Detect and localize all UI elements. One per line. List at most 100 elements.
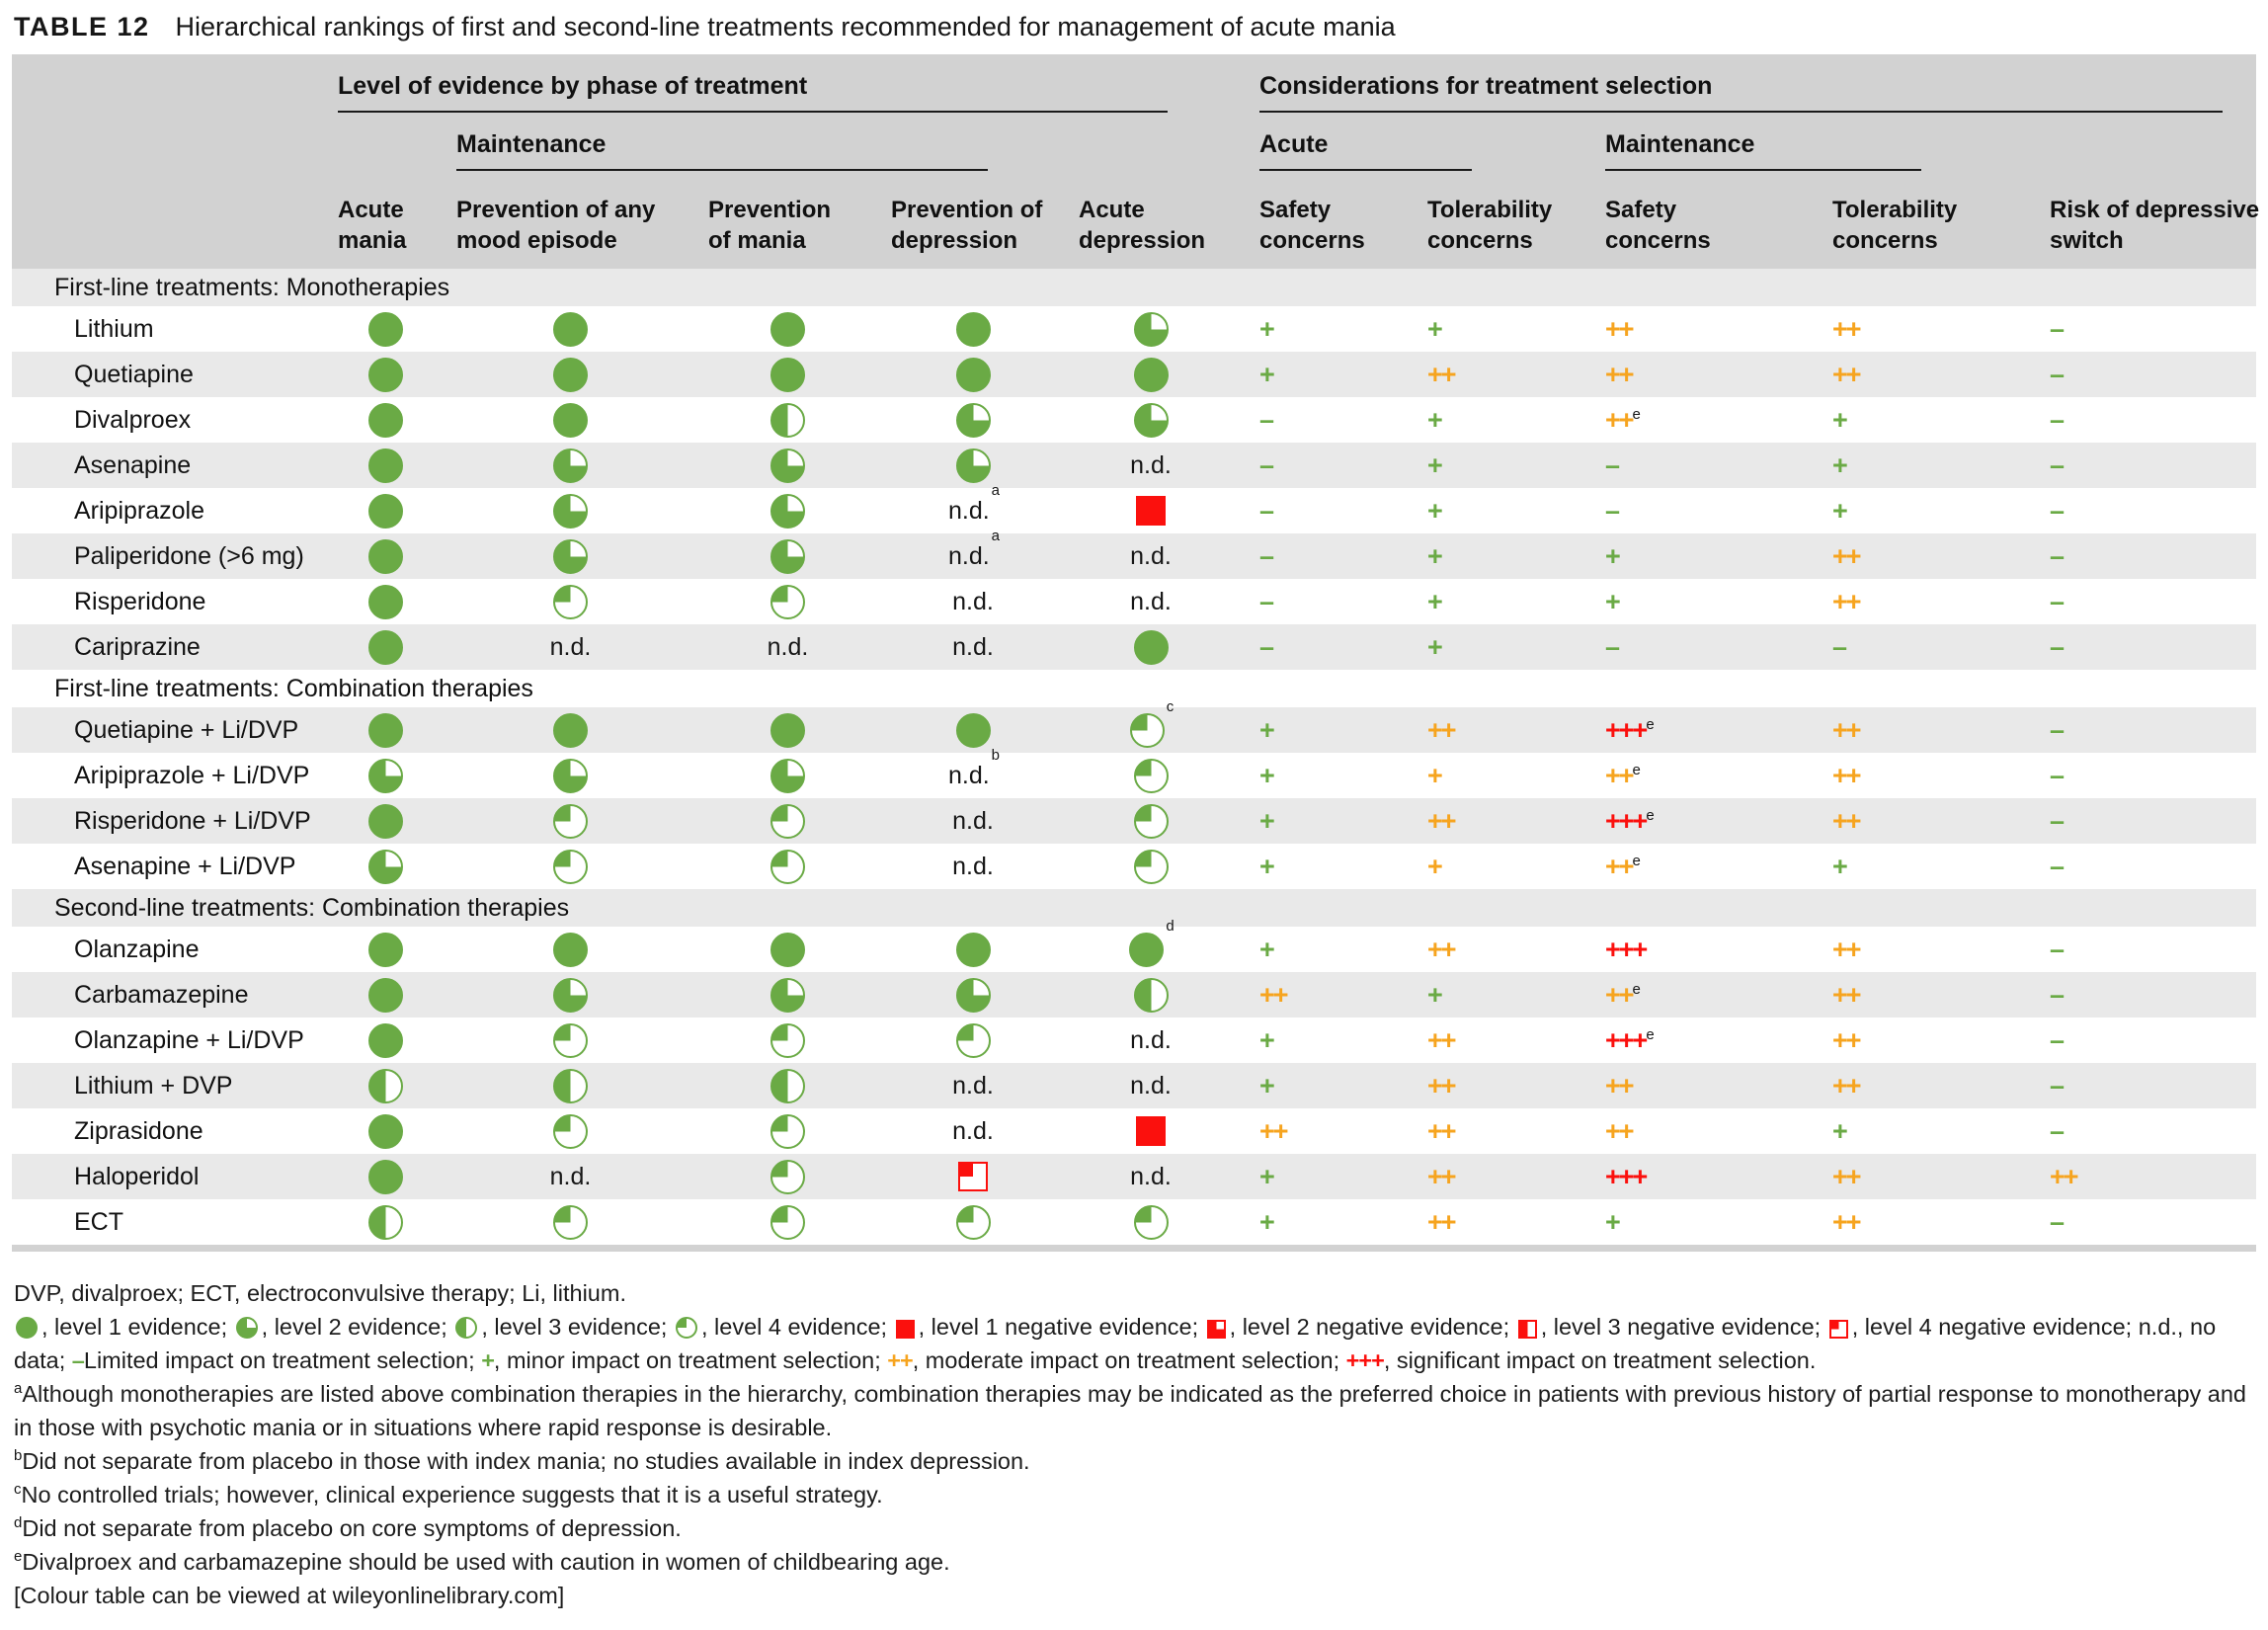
impact-cell: ++: [1808, 1162, 1862, 1192]
evidence-cell: [367, 932, 403, 967]
evidence-icon-level-4: [1133, 758, 1169, 793]
impact-cell: +++e: [1580, 715, 1655, 746]
impact-cell: ++: [1580, 1116, 1635, 1147]
evidence-cell: [770, 311, 805, 347]
no-data-label: n.d.: [1130, 541, 1172, 570]
impact-cell: –: [2025, 935, 2065, 965]
treatment-row: Carbamazepine ++ + ++e ++ –: [12, 972, 2256, 1018]
impact-cell: –: [1235, 405, 1274, 436]
impact-cell: –: [2025, 632, 2065, 663]
evidence-cell: [1133, 758, 1169, 793]
evidence-icon-level-2: [955, 402, 991, 438]
impact-cell: +++e: [1580, 1025, 1655, 1056]
impact-symbol: ++: [1832, 359, 1862, 389]
impact-symbol: –: [1259, 449, 1274, 480]
evidence-cell: [367, 1159, 403, 1194]
impact-cell: +: [1403, 405, 1443, 436]
impact-symbol: +: [1259, 1070, 1275, 1100]
treatment-row: Lithium + + ++ ++ –: [12, 306, 2256, 352]
evidence-cell: [367, 977, 403, 1013]
evidence-icon-level-1: [770, 357, 805, 392]
column-header-line: Tolerability: [1832, 196, 1958, 223]
evidence-icon-level-2: [553, 538, 588, 574]
evidence-cell: [770, 357, 805, 392]
evidence-cell: [367, 1204, 403, 1240]
impact-cell: ++: [1808, 587, 1862, 617]
evidence-cell: n.d.: [1130, 1163, 1172, 1191]
impact-symbol: +: [1832, 449, 1848, 480]
column-header-line: Risk of depressive: [2050, 196, 2260, 223]
impact-cell: –: [1580, 632, 1620, 663]
impact-symbol: +: [1427, 979, 1443, 1010]
impact-cell: +: [1808, 449, 1848, 481]
table-number: TABLE 12: [14, 12, 150, 41]
evidence-icon-level-1: [553, 311, 588, 347]
footnote-marker: e: [1632, 980, 1641, 998]
column-headers: Acute mania Prevention of any mood episode P…: [12, 195, 2260, 257]
evidence-cell: n.d.: [952, 588, 994, 616]
impact-cell: ++: [1403, 1207, 1457, 1238]
evidence-cell: [1133, 977, 1169, 1013]
column-header-line: Acute: [338, 196, 404, 223]
evidence-cell: [553, 758, 588, 793]
impact-symbol: +: [1259, 714, 1275, 745]
evidence-cell: n.d.: [1130, 1026, 1172, 1055]
impact-symbol: –: [1259, 586, 1274, 616]
table-title: TABLE 12 Hierarchical rankings of first …: [0, 0, 2268, 54]
impact-cell: +: [1808, 852, 1848, 882]
evidence-cell: n.d.: [952, 1072, 994, 1100]
treatment-name: Aripiprazole: [74, 496, 205, 525]
evidence-cell: [553, 849, 588, 884]
considerations-group-header: Considerations for treatment selection: [1259, 72, 1713, 100]
impact-cell: +: [1580, 541, 1621, 572]
impact-cell: ++: [1808, 715, 1862, 746]
evidence-cell: n.d.: [952, 633, 994, 662]
impact-symbol: ++: [1427, 714, 1457, 745]
impact-cell: +: [1580, 1207, 1621, 1238]
impact-symbol: ++: [1427, 1161, 1457, 1191]
evidence-cell: [367, 584, 403, 619]
impact-symbol: ++: [1427, 805, 1457, 836]
evidence-icon-level-4: [770, 584, 805, 619]
impact-cell: +: [1235, 360, 1275, 390]
footnote-marker: e: [1632, 761, 1641, 778]
impact-symbol: ++: [1605, 979, 1635, 1010]
legend-impact-symbol: ++: [887, 1347, 913, 1373]
impact-cell: –: [2025, 1071, 2065, 1101]
impact-symbol: +: [1427, 851, 1443, 881]
impact-symbol: –: [2050, 359, 2065, 389]
no-data-label: n.d.: [549, 632, 592, 661]
impact-cell: –: [1808, 632, 1847, 663]
impact-symbol: –: [2050, 979, 2065, 1010]
impact-cell: –: [2025, 405, 2065, 436]
evidence-icon-level-1: [367, 357, 403, 392]
impact-symbol: ++: [1832, 760, 1862, 790]
evidence-icon-level-3: [553, 1068, 588, 1103]
evidence-icon-level-2: [553, 448, 588, 483]
treatment-name: Asenapine + Li/DVP: [74, 852, 296, 880]
evidence-cell: [955, 712, 991, 748]
column-header-line: Prevention: [708, 196, 832, 223]
evidence-cell: [1133, 803, 1169, 839]
treatment-row: Haloperidol n.d. n.d. + ++ +++ ++ ++: [12, 1154, 2256, 1199]
impact-symbol: +: [1259, 1161, 1275, 1191]
impact-cell: ++: [1808, 1207, 1862, 1238]
evidence-cell: n.d.: [1130, 1072, 1172, 1100]
impact-cell: ++: [1403, 805, 1457, 837]
column-header-tolerability-concerns: Tolerability concerns: [1403, 195, 1580, 257]
evidence-cell: [955, 311, 991, 347]
evidence-icon-level-4: [1133, 1204, 1169, 1240]
column-header-line: Prevention of: [891, 196, 1043, 223]
impact-cell: +++: [1580, 1162, 1648, 1192]
evidence-icon-level-4: [1129, 712, 1165, 748]
evidence-cell: [367, 712, 403, 748]
impact-cell: +: [1403, 496, 1443, 527]
evidence-cell: n.d.: [550, 1163, 592, 1191]
impact-symbol: –: [2050, 313, 2065, 344]
evidence-icon-level-1: [1133, 629, 1169, 665]
impact-symbol: ++: [1427, 934, 1457, 964]
impact-cell: ++: [1235, 1116, 1289, 1147]
legend-level-4-evidence-icon: [675, 1317, 697, 1339]
evidence-cell: n.d.: [1130, 451, 1172, 480]
treatment-name: Divalproex: [74, 405, 192, 434]
